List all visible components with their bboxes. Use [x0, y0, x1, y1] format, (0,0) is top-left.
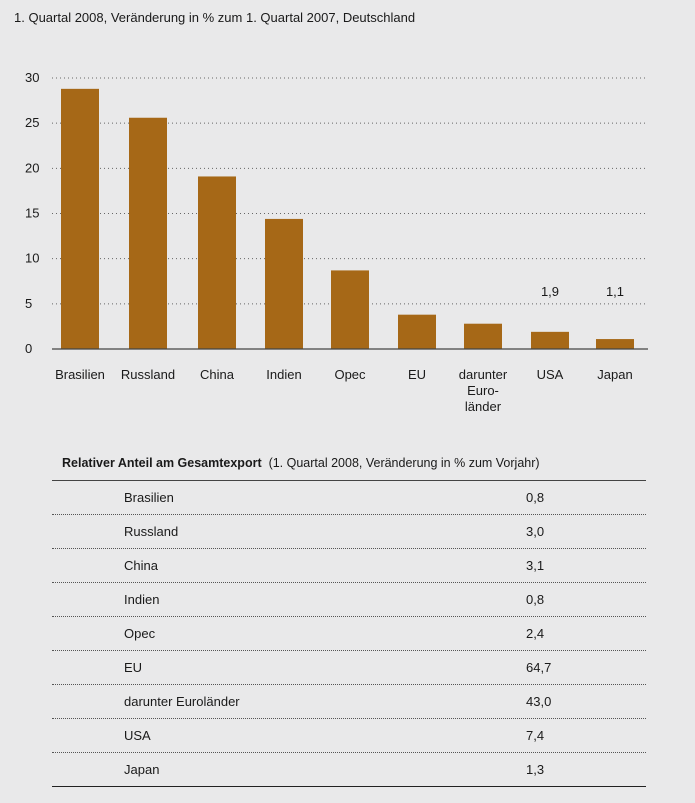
export-share-table: Brasilien 0,8 Russland 3,0 China 3,1 Indien… — [52, 480, 646, 787]
row-value: 43,0 — [526, 694, 552, 709]
x-tick-label: Opec — [334, 367, 366, 382]
x-tick-label: EU — [408, 367, 426, 382]
row-value: 0,8 — [526, 490, 545, 505]
x-tick-label: Euro- — [467, 383, 499, 398]
row-value: 3,1 — [526, 558, 545, 573]
y-tick-label: 30 — [25, 70, 39, 85]
chart-subtitle: 1. Quartal 2008, Veränderung in % zum 1.… — [14, 10, 416, 25]
x-tick-label: Brasilien — [55, 367, 105, 382]
row-label: USA — [124, 728, 151, 743]
bar — [129, 117, 167, 349]
x-tick-label: Russland — [121, 367, 175, 382]
x-tick-label: USA — [537, 367, 564, 382]
data-label: 1,1 — [606, 284, 624, 299]
bar — [265, 218, 303, 349]
table-row: Japan 1,3 — [52, 753, 646, 787]
y-tick-label: 0 — [25, 341, 32, 356]
table-row: EU 64,7 — [52, 651, 646, 685]
y-tick-label: 25 — [25, 115, 39, 130]
row-label: Opec — [124, 626, 156, 641]
x-tick-label: darunter — [459, 367, 508, 382]
y-tick-label: 20 — [25, 160, 39, 175]
bar — [398, 314, 436, 349]
table-row: Brasilien 0,8 — [52, 481, 646, 515]
table-top-rule — [52, 480, 646, 481]
table-row: USA 7,4 — [52, 719, 646, 753]
data-label: 1,9 — [541, 284, 559, 299]
table-row: Russland 3,0 — [52, 515, 646, 549]
y-tick-label: 5 — [25, 296, 32, 311]
bar — [464, 323, 502, 349]
x-tick-label: Indien — [266, 367, 301, 382]
x-tick-label: länder — [465, 399, 502, 414]
x-tick-label: Japan — [597, 367, 632, 382]
row-label: Russland — [124, 524, 179, 539]
bar — [531, 331, 569, 349]
bar — [61, 88, 99, 349]
row-value: 0,8 — [526, 592, 545, 607]
row-label: China — [124, 558, 158, 573]
table-row: Opec 2,4 — [52, 617, 646, 651]
y-tick-label: 10 — [25, 251, 39, 266]
x-tick-label: China — [200, 367, 235, 382]
table-title-bold: Relativer Anteil am Gesamtexport — [62, 456, 262, 470]
table-title: Relativer Anteil am Gesamtexport (1. Qua… — [62, 456, 540, 470]
row-value: 3,0 — [526, 524, 545, 539]
table-title-rest: (1. Quartal 2008, Veränderung in % zum V… — [268, 456, 540, 470]
row-value: 64,7 — [526, 660, 552, 675]
bar-chart: 0 5 10 15 20 25 30 Brasilien Russland China Indien… — [25, 70, 648, 414]
bar — [596, 339, 634, 349]
row-label: Japan — [124, 762, 160, 777]
row-value: 7,4 — [526, 728, 545, 743]
table-row: Indien 0,8 — [52, 583, 646, 617]
table-row: China 3,1 — [52, 549, 646, 583]
row-label: Indien — [124, 592, 160, 607]
bar — [198, 176, 236, 349]
row-label: EU — [124, 660, 143, 675]
bar — [331, 270, 369, 349]
y-tick-label: 15 — [25, 206, 39, 221]
row-label: darunter Euroländer — [124, 694, 240, 709]
row-label: Brasilien — [124, 490, 174, 505]
table-row: darunter Euroländer 43,0 — [52, 685, 646, 719]
row-value: 1,3 — [526, 762, 545, 777]
row-value: 2,4 — [526, 626, 545, 641]
